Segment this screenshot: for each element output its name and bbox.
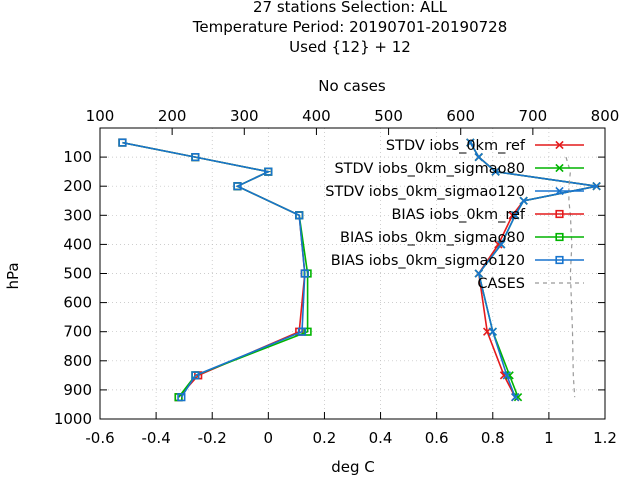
chart-title-line-2: Temperature Period: 20190701-20190728 — [192, 18, 508, 36]
series-point — [513, 393, 523, 402]
series-point — [555, 163, 564, 173]
series-point — [502, 371, 511, 380]
series-point — [191, 153, 200, 162]
series-line — [469, 142, 597, 398]
x-tick-label: 0.6 — [425, 429, 449, 447]
series-line — [565, 156, 576, 398]
legend-label: STDV iobs_0km_sigmao80 — [334, 161, 525, 177]
series-point — [474, 269, 483, 278]
legend-item: STDV iobs_0km_sigmao80 — [334, 161, 584, 177]
chart-title: 27 stations Selection: ALL Temperature P… — [192, 0, 508, 56]
legend-item: STDV iobs_0km_ref — [386, 138, 584, 154]
series-4 — [118, 138, 312, 402]
series-point — [295, 211, 304, 220]
x-tick-label: 0.4 — [369, 429, 393, 447]
y-axis-label: hPa — [4, 262, 22, 289]
legend-label: BIAS iobs_0km_sigmao80 — [340, 230, 525, 246]
series-point — [491, 167, 500, 176]
series-point — [511, 211, 520, 220]
x-tick-label: -0.2 — [198, 429, 227, 447]
series-0 — [466, 138, 601, 402]
x-tick-label: 0 — [264, 429, 274, 447]
legend-label: STDV iobs_0km_sigmao120 — [325, 184, 525, 200]
series-line — [122, 141, 309, 398]
y-tick-label: 400 — [63, 235, 92, 253]
series-5 — [118, 138, 309, 402]
x-tick-label: 0.8 — [481, 429, 505, 447]
series-point — [466, 138, 475, 147]
x2-tick-label: 600 — [446, 107, 475, 125]
series-point — [191, 371, 200, 380]
series-line — [122, 141, 306, 398]
x2-tick-label: 100 — [86, 107, 115, 125]
series-point — [177, 393, 186, 402]
series-point — [474, 152, 483, 162]
series-2 — [466, 138, 601, 402]
legend-item: BIAS iobs_0km_sigmao80 — [340, 230, 584, 246]
series-layer — [118, 138, 601, 402]
y-tick-label: 200 — [63, 177, 92, 195]
legend-label: CASES — [477, 276, 525, 292]
y-tick-label: 300 — [63, 206, 92, 224]
legend-label: BIAS iobs_0km_ref — [391, 207, 525, 223]
x-tick-label: 0.2 — [313, 429, 337, 447]
series-point — [494, 240, 503, 249]
legend-item: STDV iobs_0km_sigmao120 — [325, 184, 584, 200]
series-point — [555, 209, 564, 219]
series-6 — [565, 156, 576, 398]
series-point — [297, 327, 307, 336]
series-point — [555, 140, 564, 150]
series-line — [469, 142, 597, 398]
chart-title-line-3: Used {12} + 12 — [289, 38, 411, 56]
legend-item: BIAS iobs_0km_ref — [391, 207, 584, 223]
series-point — [488, 327, 497, 336]
x2-tick-label: 300 — [230, 107, 259, 125]
x2-tick-label: 800 — [591, 107, 620, 125]
x-tick-label: -0.6 — [85, 429, 114, 447]
legend: STDV iobs_0km_ref STDV iobs_0km_sigmao80 S… — [325, 138, 584, 292]
series-point — [555, 186, 564, 196]
y-tick-label: 600 — [63, 294, 92, 312]
series-point — [555, 255, 564, 265]
x2-tick-label: 200 — [158, 107, 187, 125]
x2-axis-label: No cases — [318, 77, 386, 95]
x2-tick-label: 500 — [374, 107, 403, 125]
y-tick-label: 900 — [63, 381, 92, 399]
grid — [100, 128, 605, 419]
legend-item: CASES — [477, 276, 584, 292]
x2-tick-label: 400 — [302, 107, 331, 125]
series-point — [233, 182, 242, 191]
series-1 — [466, 138, 601, 402]
legend-label: STDV iobs_0km_ref — [386, 138, 526, 154]
x-tick-label: -0.4 — [141, 429, 170, 447]
series-point — [519, 196, 528, 205]
x-tick-label: 1.2 — [593, 429, 617, 447]
series-line — [469, 142, 597, 398]
series-point — [511, 393, 520, 402]
y-tick-label: 500 — [63, 265, 92, 283]
series-point — [497, 240, 506, 249]
series-point — [264, 167, 273, 176]
chart-title-line-1: 27 stations Selection: ALL — [253, 0, 448, 16]
ticks: -0.6 -0.4 -0.2 0 0.2 0.4 0.6 0.8 1 1.2 100 200 300 40… — [54, 107, 620, 447]
series-3 — [118, 138, 309, 402]
legend-item: BIAS iobs_0km_sigmao120 — [331, 253, 584, 269]
series-line — [122, 141, 306, 398]
x-tick-label: 1 — [544, 429, 554, 447]
series-point — [555, 232, 564, 242]
y-tick-label: 100 — [63, 148, 92, 166]
series-point — [303, 327, 312, 336]
legend-label: BIAS iobs_0km_sigmao120 — [331, 253, 525, 269]
x2-tick-label: 700 — [519, 107, 548, 125]
y-tick-label: 1000 — [54, 410, 92, 428]
series-point — [592, 182, 601, 191]
series-point — [300, 269, 309, 278]
y-tick-label: 700 — [63, 323, 92, 341]
x-axis-label: deg C — [331, 458, 375, 476]
series-point — [118, 138, 127, 147]
y-tick-label: 800 — [63, 352, 92, 370]
